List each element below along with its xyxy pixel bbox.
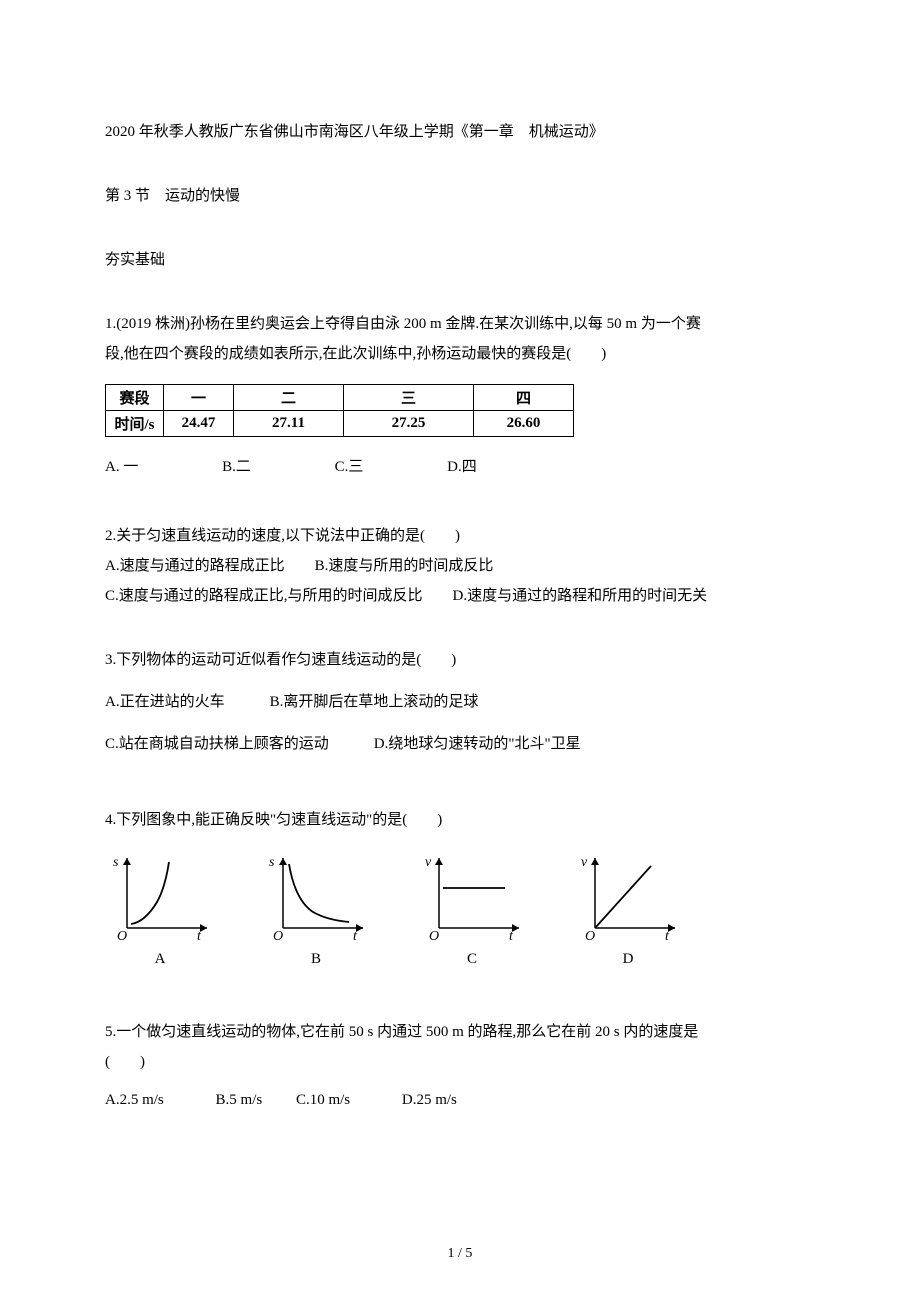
cell: 时间/s — [106, 411, 164, 437]
graph-a-svg: s O t — [105, 850, 215, 940]
cell: 26.60 — [474, 411, 574, 437]
y-axis-label: s — [113, 855, 119, 870]
q2-line3: C.速度与通过的路程成正比,与所用的时间成反比 D.速度与通过的路程和所用的时间… — [105, 584, 815, 608]
opt-c: C.10 m/s — [296, 1092, 350, 1108]
doc-section: 第 3 节 运动的快慢 — [105, 184, 815, 208]
graph-a: s O t A — [105, 850, 215, 968]
table-row: 赛段 一 二 三 四 — [106, 385, 574, 411]
cell: 二 — [234, 385, 344, 411]
graph-d: v O t D — [573, 850, 683, 968]
origin-label: O — [429, 929, 439, 940]
page-number: 1 / 5 — [448, 1246, 473, 1261]
q5-options: A.2.5 m/s B.5 m/s C.10 m/s D.25 m/s — [105, 1092, 815, 1109]
opt-d: D.四 — [447, 459, 477, 475]
graph-c: v O t C — [417, 850, 527, 968]
q5-text-l2: ( ) — [105, 1050, 815, 1074]
q3-line3: C.站在商城自动扶梯上顾客的运动 D.绕地球匀速转动的"北斗"卫星 — [105, 732, 815, 756]
q3-line2: A.正在进站的火车 B.离开脚后在草地上滚动的足球 — [105, 690, 815, 714]
graph-b-svg: s O t — [261, 850, 371, 940]
doc-title: 2020 年秋季人教版广东省佛山市南海区八年级上学期《第一章 机械运动》 — [105, 120, 815, 144]
graph-label-b: B — [261, 951, 371, 968]
q4-text: 4.下列图象中,能正确反映"匀速直线运动"的是( ) — [105, 808, 815, 832]
y-axis-label: v — [581, 855, 588, 870]
q5-text-l1: 5.一个做匀速直线运动的物体,它在前 50 s 内通过 500 m 的路程,那么… — [105, 1020, 815, 1044]
q2-text: 2.关于匀速直线运动的速度,以下说法中正确的是( ) — [105, 524, 815, 548]
cell: 27.25 — [344, 411, 474, 437]
cell: 四 — [474, 385, 574, 411]
y-axis-label: v — [425, 855, 432, 870]
q2-line2: A.速度与通过的路程成正比 B.速度与所用的时间成反比 — [105, 554, 815, 578]
q3-text: 3.下列物体的运动可近似看作匀速直线运动的是( ) — [105, 648, 815, 672]
q1-options: A. 一 B.二 C.三 D.四 — [105, 455, 815, 476]
graph-label-d: D — [573, 951, 683, 968]
opt-d: D.25 m/s — [402, 1092, 457, 1108]
graph-c-svg: v O t — [417, 850, 527, 940]
opt-a: A.2.5 m/s — [105, 1092, 164, 1108]
graph-label-a: A — [105, 951, 215, 968]
page-footer: 1 / 5 — [0, 1246, 920, 1262]
q1-table: 赛段 一 二 三 四 时间/s 24.47 27.11 27.25 26.60 — [105, 384, 574, 437]
q1-text-l1: 1.(2019 株洲)孙杨在里约奥运会上夺得自由泳 200 m 金牌.在某次训练… — [105, 312, 815, 336]
y-axis-label: s — [269, 855, 275, 870]
cell: 三 — [344, 385, 474, 411]
graph-label-c: C — [417, 951, 527, 968]
table-row: 时间/s 24.47 27.11 27.25 26.60 — [106, 411, 574, 437]
cell: 赛段 — [106, 385, 164, 411]
graph-d-svg: v O t — [573, 850, 683, 940]
cell: 27.11 — [234, 411, 344, 437]
opt-a: A. 一 — [105, 459, 138, 475]
q1-text-l2: 段,他在四个赛段的成绩如表所示,在此次训练中,孙杨运动最快的赛段是( ) — [105, 342, 815, 366]
origin-label: O — [117, 929, 127, 940]
opt-b: B.二 — [222, 459, 251, 475]
opt-c: C.三 — [335, 459, 364, 475]
origin-label: O — [585, 929, 595, 940]
cell: 一 — [164, 385, 234, 411]
doc-subsection: 夯实基础 — [105, 248, 815, 272]
q4-graphs: s O t A s O t B v O t C — [105, 850, 815, 968]
origin-label: O — [273, 929, 283, 940]
graph-b: s O t B — [261, 850, 371, 968]
opt-b: B.5 m/s — [216, 1092, 263, 1108]
cell: 24.47 — [164, 411, 234, 437]
